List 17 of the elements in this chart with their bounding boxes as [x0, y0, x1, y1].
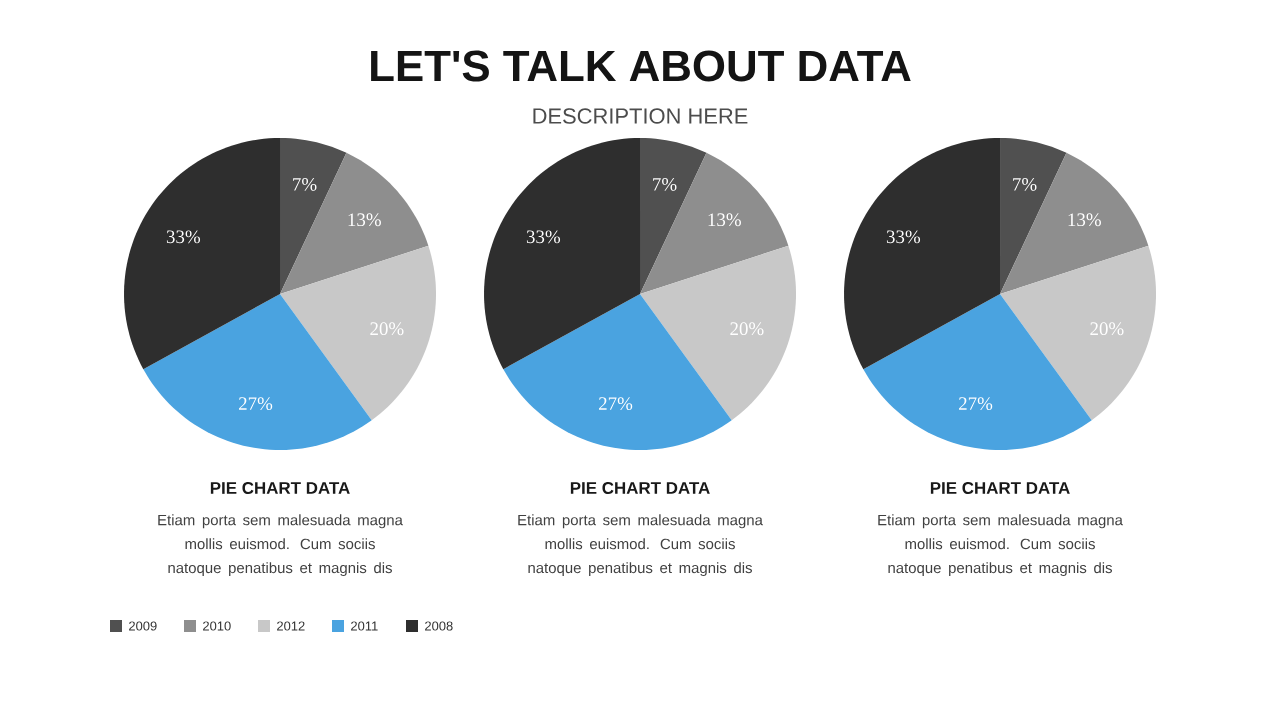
text: PIE CHART DATA: [930, 482, 1070, 494]
text: DESCRIPTION HERE: [533, 108, 748, 124]
data-label: 7%: [653, 177, 677, 191]
data-label: 33%: [166, 230, 201, 244]
data-label: 7%: [293, 177, 317, 191]
text: LET'S TALK ABOUT DATA: [371, 50, 911, 82]
data-label: 13%: [708, 213, 741, 227]
data-label: 33%: [886, 230, 921, 244]
data-label: 27%: [239, 397, 273, 411]
data-label: 33%: [526, 230, 561, 244]
data-label: 7%: [1013, 177, 1037, 191]
text: PIE CHART DATA: [210, 482, 350, 494]
data-label: 13%: [1068, 213, 1101, 227]
text: PIE CHART DATA: [570, 482, 710, 494]
data-label: 13%: [348, 213, 381, 227]
data-label: 27%: [599, 397, 633, 411]
data-label: 27%: [959, 397, 993, 411]
